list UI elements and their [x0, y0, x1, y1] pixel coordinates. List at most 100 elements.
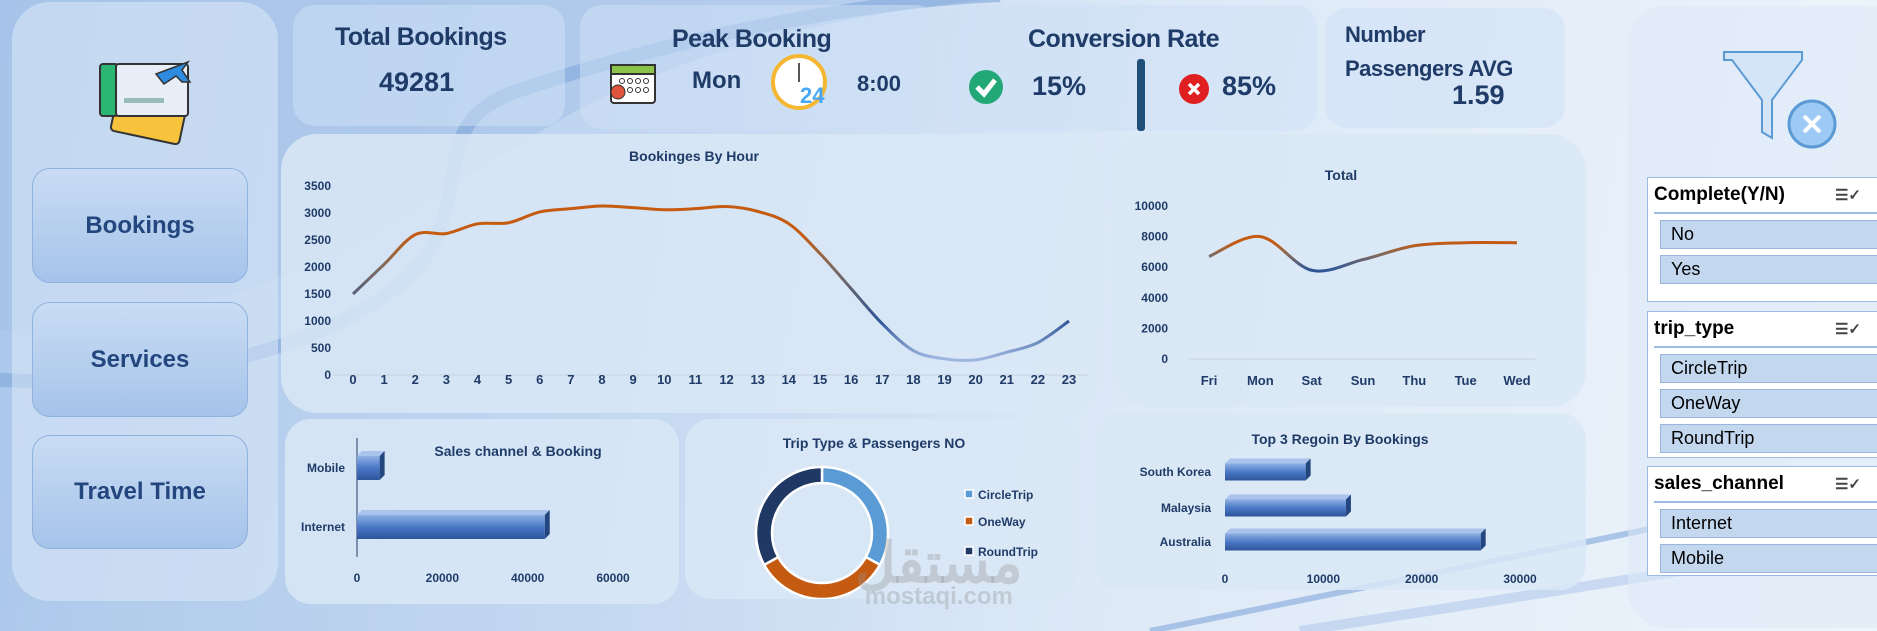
y-tick-label: 3500 — [304, 179, 331, 193]
slicer-title: trip_type — [1654, 318, 1735, 339]
x-tick-label: 8 — [598, 372, 605, 387]
x-tick-label: 0 — [349, 372, 356, 387]
x-tick-label: 30000 — [1503, 572, 1537, 586]
x-tick-label: Sun — [1351, 373, 1376, 388]
chart-canvas: CircleTrip OneWay RoundTrip — [754, 465, 1038, 599]
x-tick-label: 19 — [937, 372, 951, 387]
bar-side — [1345, 494, 1351, 517]
slicer-item-roundtrip[interactable]: RoundTrip — [1660, 424, 1877, 453]
y-tick-label: 10000 — [1135, 199, 1169, 213]
bar — [357, 515, 545, 539]
slicer-item-yes[interactable]: Yes — [1660, 255, 1877, 284]
x-tick-label: Mon — [1247, 373, 1274, 388]
multi-select-icon[interactable]: ☰✓ — [1834, 187, 1861, 204]
bar-top — [357, 510, 550, 515]
legend-swatch — [964, 489, 974, 499]
bar-side — [379, 451, 385, 480]
slicer-sales-channel: sales_channel ☰✓ Internet Mobile — [1647, 466, 1877, 576]
x-tick-label: 4 — [474, 372, 482, 387]
bar-top — [1225, 494, 1351, 500]
category-label: Malaysia — [1161, 501, 1211, 515]
slicer-title: Complete(Y/N) — [1654, 184, 1785, 205]
category-label: Mobile — [307, 461, 345, 475]
slicer-item-oneway[interactable]: OneWay — [1660, 389, 1877, 418]
travel-ticket-icon — [99, 60, 192, 146]
slicer-item-circletrip[interactable]: CircleTrip — [1660, 354, 1877, 383]
y-tick-label: 3000 — [304, 206, 331, 220]
kpi-title: Conversion Rate — [1028, 25, 1220, 53]
y-tick-label: 0 — [1161, 352, 1168, 366]
bar-side — [1480, 528, 1486, 551]
bar — [357, 456, 380, 480]
legend-label: OneWay — [978, 515, 1026, 529]
x-tick-label: 0 — [1222, 572, 1229, 586]
slicer-item-no[interactable]: No — [1660, 220, 1877, 249]
category-label: Australia — [1160, 535, 1212, 549]
y-tick-label: 500 — [311, 341, 331, 355]
y-tick-label: 2500 — [304, 233, 331, 247]
x-tick-label: 17 — [875, 372, 889, 387]
nav-services-button[interactable]: Services — [32, 302, 248, 417]
complete-rate: 15% — [1032, 71, 1087, 101]
y-tick-label: 4000 — [1141, 291, 1168, 305]
bookings-by-hour-chart: Bookinges By Hour 0 500 1000 1500 2000 2500 30… — [281, 134, 1101, 413]
x-tick-label: 1 — [381, 372, 388, 387]
bar — [1225, 463, 1306, 481]
x-tick-label: Tue — [1455, 373, 1477, 388]
x-tick-label: 20000 — [426, 571, 460, 585]
bar-top — [357, 451, 385, 456]
multi-select-icon[interactable]: ☰✓ — [1834, 321, 1861, 338]
nav-travel-time-button[interactable]: Travel Time — [32, 435, 248, 549]
x-circle-icon — [1179, 74, 1209, 104]
x-tick-label: 11 — [689, 372, 703, 387]
x-tick-label: 10000 — [1307, 572, 1341, 586]
x-tick-label: 20000 — [1405, 572, 1439, 586]
x-tick-label: 2 — [412, 372, 419, 387]
sales-channel-chart: Sales channel & Booking Mobile Internet 0 2… — [285, 419, 679, 604]
kpi-value: 49281 — [379, 67, 455, 97]
slicer-item-internet[interactable]: Internet — [1660, 509, 1877, 538]
y-tick-label: 6000 — [1141, 260, 1168, 274]
category-label: South Korea — [1140, 465, 1212, 479]
chart-title: Top 3 Regoin By Bookings — [1251, 431, 1429, 447]
x-tick-label: 14 — [782, 372, 797, 387]
legend-swatch — [964, 516, 974, 526]
chart-canvas: 0 2000 4000 6000 8000 10000 Fri Mon Sat Sun Thu Tue… — [1135, 199, 1537, 388]
clock-number: 24 — [800, 83, 825, 108]
trip-type-donut-chart: Trip Type & Passengers NO CircleTrip OneW… — [685, 419, 1077, 599]
x-tick-label: 6 — [536, 372, 543, 387]
y-tick-label: 2000 — [1141, 321, 1168, 335]
bar-side — [1305, 458, 1311, 481]
kpi-title: Total Bookings — [335, 23, 507, 51]
watermark: مستقل mostaqi.com — [855, 531, 1023, 610]
bar-top — [1225, 458, 1311, 464]
chart-canvas: Mobile Internet 0 20000 40000 60000 — [301, 438, 630, 585]
slicer-complete: Complete(Y/N) ☰✓ No Yes — [1647, 177, 1877, 302]
x-tick-label: 21 — [1000, 372, 1014, 387]
clock-24-icon: 24 — [771, 54, 827, 110]
kpi-title: Peak Booking — [672, 25, 832, 53]
peak-day: Mon — [692, 67, 742, 94]
x-tick-label: 0 — [354, 571, 361, 585]
multi-select-icon[interactable]: ☰✓ — [1834, 476, 1861, 493]
y-tick-label: 1000 — [304, 314, 331, 328]
chart-canvas: South Korea Malaysia Australia 0 10000 20000 3… — [1140, 458, 1537, 586]
top-regions-chart: Top 3 Regoin By Bookings South Korea Mala… — [1095, 413, 1586, 590]
divider — [1137, 59, 1145, 131]
chart-title: Total — [1324, 167, 1358, 183]
x-tick-label: 16 — [844, 372, 858, 387]
legend-swatch — [964, 546, 974, 556]
bar — [1225, 533, 1481, 551]
chart-title: Sales channel & Booking — [434, 443, 602, 459]
donut-slice — [754, 465, 824, 567]
clear-filter-icon[interactable] — [1720, 48, 1840, 152]
nav-bookings-button[interactable]: Bookings — [32, 168, 248, 283]
x-tick-label: 5 — [505, 372, 512, 387]
kpi-title-line2: Passengers AVG — [1345, 56, 1513, 81]
slicer-title: sales_channel — [1654, 473, 1784, 494]
x-tick-label: 15 — [813, 372, 827, 387]
x-tick-label: 60000 — [596, 571, 630, 585]
slicer-item-mobile[interactable]: Mobile — [1660, 544, 1877, 573]
total-by-day-chart: Total 0 2000 4000 6000 8000 10000 Fri Mon Sat Sun… — [1113, 134, 1586, 407]
